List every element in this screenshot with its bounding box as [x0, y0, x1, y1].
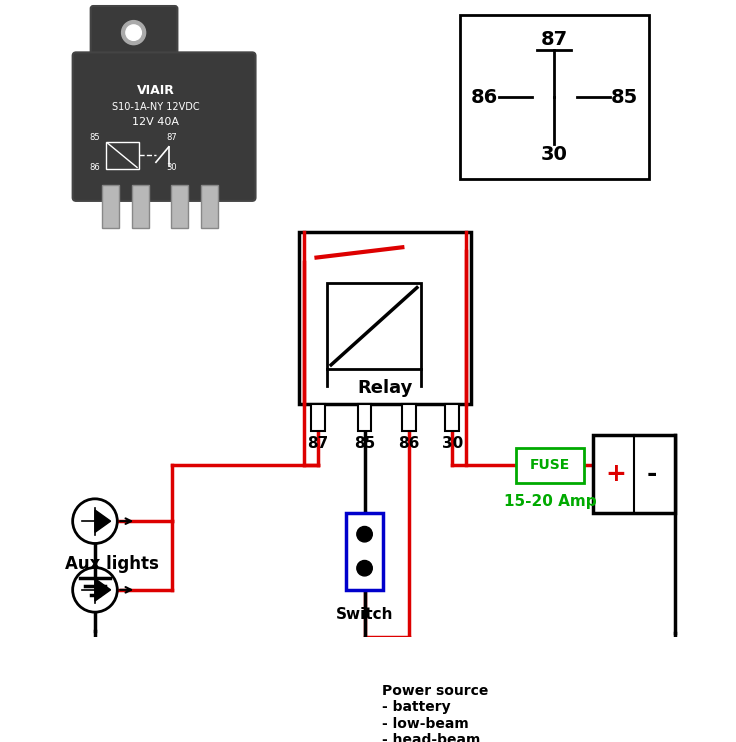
Text: 86: 86 [398, 436, 420, 450]
FancyBboxPatch shape [91, 6, 177, 71]
Text: +: + [605, 462, 626, 486]
Text: 87: 87 [308, 436, 329, 450]
Text: 30: 30 [541, 145, 567, 164]
Bar [346, 513, 383, 590]
Text: S10-1A-NY 12VDC: S10-1A-NY 12VDC [112, 102, 199, 112]
Bar [445, 404, 459, 431]
FancyBboxPatch shape [73, 53, 255, 201]
Bar [171, 185, 188, 228]
Text: 86: 86 [470, 88, 498, 107]
Circle shape [73, 499, 117, 543]
Text: 15-20 Amp: 15-20 Amp [503, 494, 596, 509]
Text: 87: 87 [541, 30, 568, 49]
Text: Aux lights: Aux lights [65, 555, 159, 573]
Circle shape [121, 21, 146, 45]
Text: 30: 30 [442, 436, 463, 450]
Bar [358, 404, 372, 431]
Polygon shape [95, 510, 110, 532]
Bar [201, 185, 218, 228]
Text: 87: 87 [166, 133, 177, 142]
Text: 85: 85 [611, 88, 638, 107]
Text: -: - [646, 462, 657, 486]
Text: VIAIR: VIAIR [137, 84, 174, 96]
Bar [593, 436, 674, 513]
Text: FUSE: FUSE [530, 459, 570, 473]
Circle shape [126, 25, 141, 40]
Bar [300, 232, 471, 404]
Circle shape [357, 527, 372, 542]
Bar [403, 404, 416, 431]
Text: Relay: Relay [358, 379, 413, 397]
Text: 12V 40A: 12V 40A [132, 117, 179, 127]
Text: 85: 85 [354, 436, 375, 450]
Bar [311, 404, 325, 431]
Text: Switch: Switch [336, 607, 393, 622]
Polygon shape [95, 579, 110, 601]
Bar [516, 448, 584, 482]
Text: 30: 30 [166, 163, 177, 172]
Circle shape [73, 568, 117, 612]
Text: Power source
- battery
- low-beam
- head-beam: Power source - battery - low-beam - head… [382, 684, 488, 742]
Bar [102, 185, 119, 228]
Bar [327, 283, 421, 370]
Text: 85: 85 [90, 133, 100, 142]
Bar [106, 142, 139, 169]
Bar [460, 16, 648, 179]
Circle shape [357, 560, 372, 576]
Text: 86: 86 [89, 163, 100, 172]
Bar [132, 185, 149, 228]
